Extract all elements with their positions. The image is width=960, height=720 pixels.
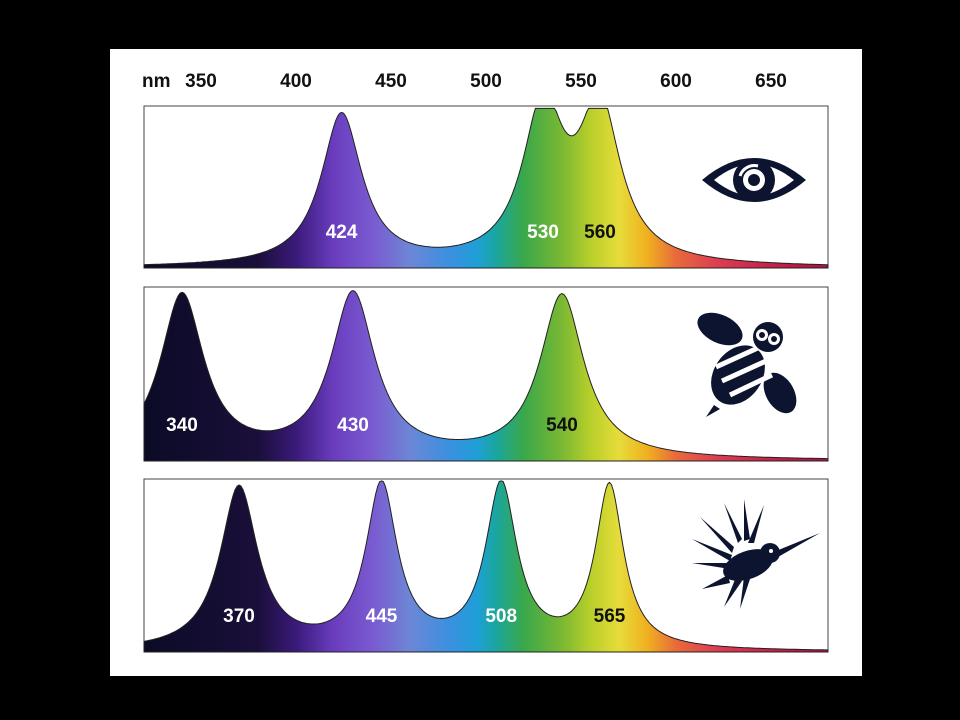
peak-label: 424 — [326, 222, 358, 243]
x-tick-label: 500 — [470, 71, 502, 92]
x-tick-label: 600 — [660, 71, 692, 92]
sensitivity-curve — [143, 480, 829, 653]
peak-label: 508 — [485, 606, 517, 627]
peak-label: 560 — [584, 222, 616, 243]
peak-label: 565 — [594, 606, 626, 627]
x-tick-labels: 350 400 450 500 550 600 650 — [185, 71, 787, 92]
peak-label: 430 — [337, 415, 369, 436]
x-tick-label: 450 — [375, 71, 407, 92]
bee-icon — [697, 312, 797, 417]
peak-label: 540 — [546, 415, 578, 436]
x-tick-label: 400 — [280, 71, 312, 92]
peak-label: 530 — [527, 222, 559, 243]
sensitivity-curve — [143, 289, 829, 462]
x-tick-label: 650 — [755, 71, 787, 92]
peak-label: 445 — [366, 606, 398, 627]
hummingbird-icon — [692, 499, 820, 609]
x-tick-label: 350 — [185, 71, 217, 92]
x-unit-label: nm — [142, 71, 171, 92]
x-tick-label: 550 — [565, 71, 597, 92]
spectral-sensitivity-chart: nm 350 400 450 500 550 600 650 424 530 560 340 430… — [142, 71, 829, 653]
sensitivity-curve — [143, 107, 829, 269]
peak-label: 370 — [223, 606, 255, 627]
peak-label: 340 — [166, 415, 198, 436]
chart-figure: nm 350 400 450 500 550 600 650 424 530 560 340 430… — [110, 49, 862, 676]
eye-icon — [702, 158, 806, 202]
